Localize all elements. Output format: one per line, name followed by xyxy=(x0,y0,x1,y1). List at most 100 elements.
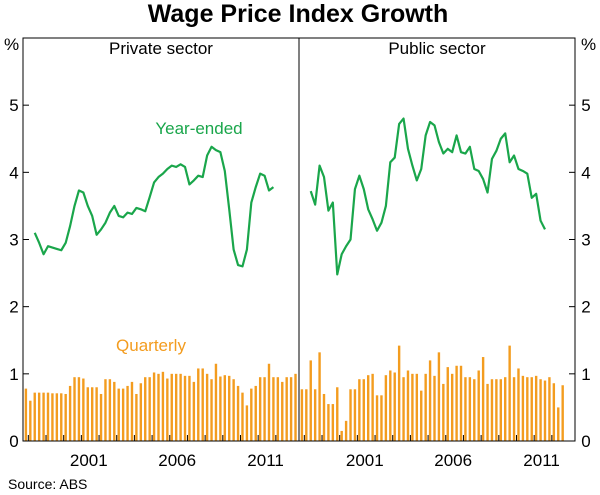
quarterly-bar xyxy=(281,381,284,441)
quarterly-bar xyxy=(327,404,330,441)
x-tick-label: 2001 xyxy=(346,451,384,470)
quarterly-bar xyxy=(353,389,357,441)
quarterly-bar xyxy=(86,387,89,441)
quarterly-bar xyxy=(557,407,560,441)
quarterly-bar xyxy=(214,363,218,441)
quarterly-bar xyxy=(263,377,266,441)
quarterly-bar xyxy=(236,385,240,441)
x-tick-label: 2011 xyxy=(247,451,284,470)
y-tick-label-right: 2 xyxy=(581,298,590,317)
quarterly-bar xyxy=(552,383,556,441)
quarterly-bar xyxy=(362,379,365,441)
quarterly-bar xyxy=(539,379,542,441)
x-axis-ticks: 2001 2006 2011 2001 2006 2011 xyxy=(27,435,560,470)
y-tick-label-right: 4 xyxy=(581,163,590,182)
quarterly-bar xyxy=(201,368,204,441)
quarterly-bar xyxy=(135,393,138,441)
quarterly-bar xyxy=(73,377,76,441)
quarterly-bar xyxy=(561,385,564,441)
quarterly-bar xyxy=(46,392,50,441)
quarterly-bar xyxy=(499,379,502,441)
quarterly-bar xyxy=(486,383,489,441)
chart-title: Wage Price Index Growth xyxy=(148,0,449,28)
quarterly-bar xyxy=(490,379,494,441)
quarterly-bar xyxy=(276,377,280,441)
quarterly-bar xyxy=(179,373,182,441)
quarterly-bar xyxy=(309,360,312,441)
quarterly-bar xyxy=(534,375,538,441)
quarterly-bar xyxy=(258,377,262,441)
quarterly-bar xyxy=(166,378,169,441)
quarterly-bar xyxy=(442,383,445,441)
quarterly-bar xyxy=(267,363,271,441)
quarterly-bar xyxy=(157,373,160,441)
y-tick-label-left: 4 xyxy=(9,163,18,182)
quarterly-bar xyxy=(397,345,401,441)
quarterly-bar xyxy=(245,405,249,441)
quarterly-bar xyxy=(543,380,547,441)
quarterly-bar xyxy=(228,375,231,441)
quarterly-bar xyxy=(148,377,151,441)
quarterly-bar xyxy=(64,393,67,441)
quarterly-bar xyxy=(82,378,85,441)
quarterly-bar xyxy=(289,377,293,441)
quarterly-bar xyxy=(424,373,427,441)
y-tick-label-right: 1 xyxy=(581,365,590,384)
quarterly-bar xyxy=(495,379,498,441)
quarterly-bar xyxy=(517,368,520,441)
annotation-quarterly: Quarterly xyxy=(116,336,186,355)
quarterly-bar xyxy=(241,392,244,441)
y-unit-left: % xyxy=(4,35,19,54)
quarterly-bar xyxy=(152,372,156,441)
quarterly-bar xyxy=(192,381,196,441)
quarterly-bar xyxy=(210,379,213,441)
quarterly-bar xyxy=(55,393,59,441)
quarterly-bar xyxy=(161,371,165,441)
quarterly-bar xyxy=(468,377,472,441)
quarterly-bar xyxy=(33,392,36,441)
quarterly-bar xyxy=(272,377,275,441)
quarterly-bar xyxy=(384,375,388,441)
x-tick-label: 2011 xyxy=(523,451,560,470)
y-tick-label-left: 2 xyxy=(9,298,18,317)
quarterly-bar xyxy=(420,390,423,442)
quarterly-bar xyxy=(481,357,485,441)
y-tick-label-left: 5 xyxy=(9,96,18,115)
quarterly-bar xyxy=(331,404,335,441)
quarterly-bar xyxy=(428,360,432,441)
quarterly-bar xyxy=(250,388,253,441)
quarterly-bar xyxy=(77,377,81,441)
x-tick-label: 2006 xyxy=(434,451,472,470)
quarterly-bar xyxy=(170,373,173,441)
quarterly-bar xyxy=(367,375,370,441)
quarterly-bar xyxy=(51,393,54,441)
x-tick-label: 2001 xyxy=(70,451,108,470)
quarterly-bar xyxy=(305,389,308,441)
quarterly-bar xyxy=(126,385,129,441)
quarterly-bar xyxy=(99,393,103,441)
year-ended-lines xyxy=(33,117,546,276)
quarterly-bar xyxy=(530,377,533,441)
quarterly-bar xyxy=(380,395,383,441)
quarterly-bar xyxy=(508,345,511,441)
quarterly-bar xyxy=(91,387,94,441)
quarterly-bar xyxy=(29,400,32,441)
quarterly-bar xyxy=(37,392,41,441)
quarterly-bar xyxy=(174,373,178,441)
quarterly-bar xyxy=(42,392,45,441)
quarterly-bar xyxy=(358,379,361,441)
quarterly-bar xyxy=(336,387,339,441)
quarterly-bar xyxy=(521,375,525,441)
quarterly-bar xyxy=(68,385,72,441)
quarterly-bar xyxy=(95,387,98,441)
quarterly-bar xyxy=(411,373,414,441)
quarterly-bar xyxy=(402,377,405,441)
annotation-year-ended: Year-ended xyxy=(155,119,242,138)
panel-title-private: Private sector xyxy=(109,39,213,58)
quarterly-bar xyxy=(450,373,454,441)
quarterly-bar xyxy=(389,370,392,441)
quarterly-bar xyxy=(415,373,419,441)
panel-title-public: Public sector xyxy=(388,39,486,58)
quarterly-bar xyxy=(188,375,191,441)
